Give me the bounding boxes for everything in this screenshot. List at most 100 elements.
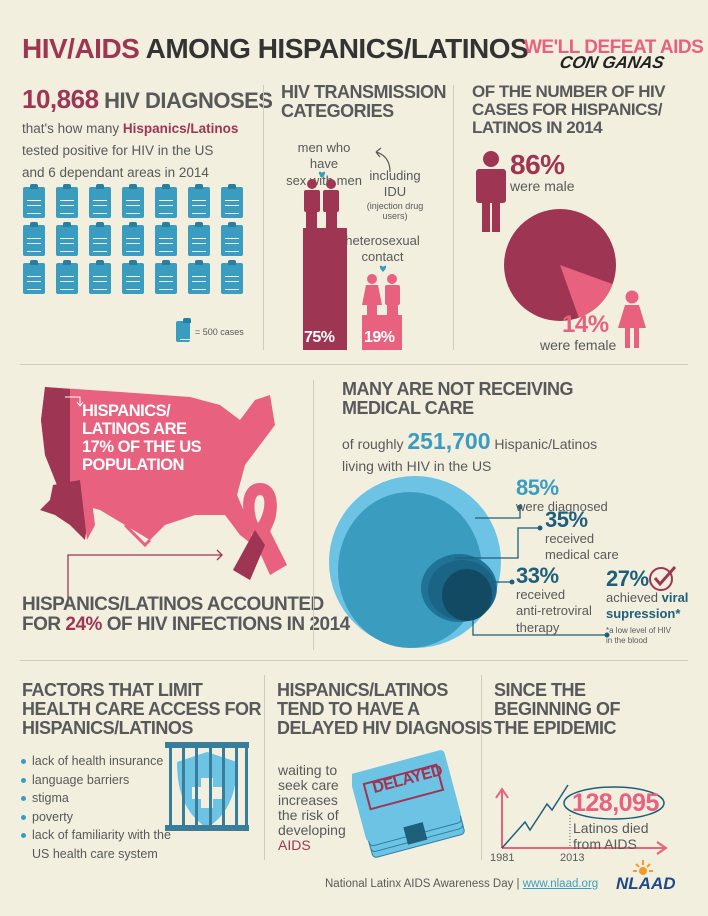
delayed-text-line: seek care <box>278 777 339 793</box>
diagnoses-text: that's how many Hispanics/Latinos tested… <box>22 121 239 180</box>
transmission-title: HIV TRANSMISSION CATEGORIES <box>281 82 447 121</box>
clipboard-icon <box>89 260 111 294</box>
divider <box>264 675 265 860</box>
stage-diagnosed: 85% were diagnosed <box>516 475 608 515</box>
factors-title: FACTORS THAT LIMIT HEALTH CARE ACCESS FOR… <box>22 680 262 738</box>
clipboard-icon <box>56 184 78 218</box>
female-percent: 14% <box>562 311 609 338</box>
x-axis <box>502 841 668 855</box>
year-end: 2013 <box>560 852 585 864</box>
delayed-text-line: developing <box>278 822 346 838</box>
factors-list: lack of health insurance language barrier… <box>20 752 171 863</box>
clipboard-icon <box>56 260 78 294</box>
divider <box>481 675 482 860</box>
clipboard-icon <box>23 222 45 256</box>
care-cascade-chart <box>329 476 610 648</box>
clipboard-icon <box>89 184 111 218</box>
delayed-text-line: increases <box>278 792 338 808</box>
divider <box>20 660 688 661</box>
factor-item: poverty <box>20 808 171 827</box>
diagnoses-heading: 10,868 HIV DIAGNOSES <box>22 84 273 114</box>
msm-bar <box>303 227 347 350</box>
divider <box>453 85 454 350</box>
clipboard-icon <box>176 318 194 348</box>
clipboard-icon <box>122 222 144 256</box>
male-percent: 86% <box>510 149 565 180</box>
female-label: were female <box>540 337 617 353</box>
factor-item: US health care system <box>32 846 158 861</box>
accounted-text: HISPANICS/LATINOS ACCOUNTED FOR 24% OF HI… <box>22 594 350 635</box>
pie-slice-female <box>560 265 613 318</box>
clipboard-icon <box>155 260 177 294</box>
idu-label: including IDU (injection drug users) <box>366 168 424 221</box>
divider <box>263 85 264 350</box>
hetero-couple-icon <box>362 265 400 320</box>
gender-title: OF THE NUMBER OF HIV CASES FOR HISPANICS/… <box>472 82 666 137</box>
msm-label: men who have sex with men <box>286 140 362 188</box>
caged-health-shield-icon <box>165 742 249 831</box>
footer-text: National Latinx AIDS Awareness Day | www… <box>325 878 599 890</box>
stage-medical-care: 35% received medical care <box>545 507 619 563</box>
epidemic-title: SINCE THE BEGINNING OF THE EPIDEMIC <box>494 680 621 738</box>
factor-item: language barriers <box>20 771 171 790</box>
slogan: WE'LL DEFEAT AIDS <box>524 37 704 58</box>
delayed-text-highlight: AIDS <box>278 837 311 853</box>
hetero-bar <box>362 315 402 350</box>
awareness-ribbon-icon <box>233 483 287 580</box>
us-map-illustration <box>40 387 275 548</box>
delayed-text-line: waiting to <box>278 762 338 778</box>
clipboard-icon <box>23 260 45 294</box>
year-start: 1981 <box>490 852 515 864</box>
check-circle-icon <box>649 566 677 591</box>
care-title: MANY ARE NOT RECEIVING MEDICAL CARE <box>342 379 574 418</box>
website-link[interactable]: www.nlaad.org <box>522 878 599 890</box>
legend-label: = 500 cases <box>195 327 244 337</box>
nlaad-logo: NLAAD <box>616 874 676 893</box>
sun-icon <box>633 860 653 875</box>
clipboard-icon <box>188 260 210 294</box>
delayed-text: waiting to seek care increases the risk of d… <box>278 763 346 853</box>
factor-item: lack of familiarity with the <box>20 826 171 845</box>
male-figure-icon <box>476 151 506 232</box>
arrow-connector <box>67 549 223 605</box>
gender-pie-chart <box>504 209 616 321</box>
clipboard-icon <box>221 260 243 294</box>
care-intro: of roughly 251,700 Hispanic/Latinos livin… <box>342 428 598 475</box>
clipboard-icon <box>155 222 177 256</box>
stage-art: 33% received anti-retroviral therapy <box>516 563 592 635</box>
delayed-text-line: the risk of <box>278 807 339 823</box>
male-label: were male <box>510 178 575 194</box>
epidemic-line-chart <box>495 784 668 855</box>
divider <box>20 364 688 365</box>
clipboard-icon <box>221 184 243 218</box>
delayed-folders-icon <box>352 750 465 858</box>
clipboard-icon <box>122 260 144 294</box>
factor-item: stigma <box>20 789 171 808</box>
deaths-label: Latinos died from AIDS <box>573 820 649 852</box>
clipboard-icon <box>188 222 210 256</box>
divider <box>313 380 314 650</box>
stage-viral-suppression: 27% achieved viral supression* *a low level… <box>606 566 689 645</box>
clipboard-icon <box>56 222 78 256</box>
y-axis <box>495 787 509 848</box>
deaths-line <box>501 784 569 849</box>
page-title: HIV/AIDS AMONG HISPANICS/LATINOS <box>22 33 529 64</box>
delayed-title: HISPANICS/LATINOS TEND TO HAVE A DELAYED H… <box>277 680 492 738</box>
circle-viral-suppression <box>442 569 492 621</box>
hetero-label: heterosexual contact <box>345 233 420 265</box>
clipboard-icon <box>155 184 177 218</box>
clipboard-icon <box>188 184 210 218</box>
deaths-number: 128,095 <box>572 789 659 817</box>
factor-item: lack of health insurance <box>20 752 171 771</box>
clipboard-icon <box>221 222 243 256</box>
slogan-script: CON GANAS <box>558 53 667 72</box>
female-figure-icon <box>618 290 646 348</box>
msm-percent: 75% <box>304 329 335 346</box>
clipboard-icon <box>23 184 45 218</box>
curved-arrow-icon <box>375 147 391 173</box>
clipboard-icon <box>89 222 111 256</box>
clipboard-icon <box>122 184 144 218</box>
population-text: HISPANICS/LATINOS ARE 17% OF THE US POPULA… <box>82 402 202 475</box>
male-couple-icon <box>304 171 339 230</box>
hetero-percent: 19% <box>364 329 395 346</box>
